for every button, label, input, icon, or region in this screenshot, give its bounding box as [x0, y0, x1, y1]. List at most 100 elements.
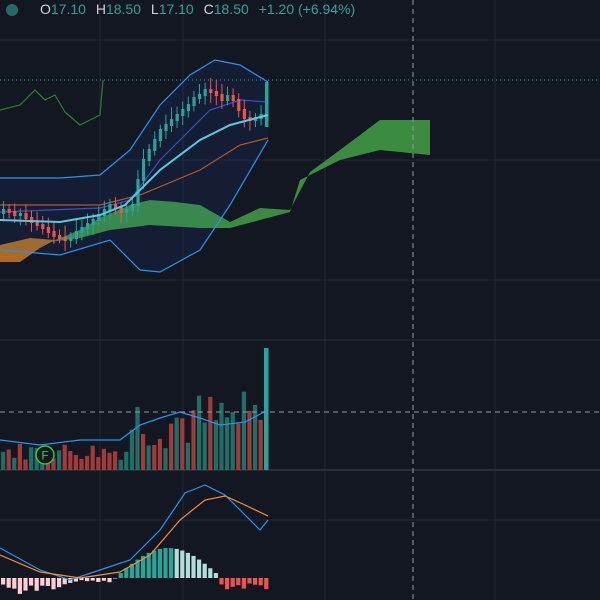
volume-bar	[208, 396, 213, 470]
macd-bar	[258, 578, 263, 586]
candle-body	[186, 104, 190, 111]
macd-bar	[96, 578, 101, 582]
bollinger-upper	[0, 59, 269, 179]
macd-bar	[23, 578, 28, 591]
volume-bar	[202, 422, 207, 470]
value: 17.10	[158, 1, 194, 17]
volume-bar	[146, 445, 151, 470]
macd-bar	[79, 578, 84, 581]
macd-bar	[17, 578, 22, 594]
volume-bar	[219, 402, 224, 470]
label: C	[203, 1, 214, 17]
macd-bar	[174, 548, 179, 578]
fast-ma	[0, 114, 269, 224]
candle-body	[265, 82, 269, 127]
volume-bar	[62, 444, 67, 470]
candle-body	[80, 227, 84, 233]
macd-bar	[141, 555, 146, 578]
candle-body	[18, 213, 22, 216]
macd-bar	[241, 578, 246, 589]
candle-body	[181, 109, 185, 116]
macd-bar	[107, 578, 112, 583]
macd-bar	[247, 578, 252, 584]
candle-body	[192, 97, 196, 106]
macd-bar	[180, 550, 185, 578]
value: 18.50	[213, 1, 249, 17]
volume-bar	[169, 423, 174, 470]
volume-bar	[79, 458, 84, 470]
candle-body	[170, 119, 174, 126]
macd-bar	[45, 578, 50, 587]
volume-bar	[191, 410, 196, 470]
macd-bar	[6, 578, 11, 588]
volume-bar	[17, 443, 22, 470]
macd-bar	[62, 578, 67, 585]
macd-bar	[230, 578, 235, 587]
macd-bar	[101, 578, 106, 581]
macd-line	[0, 484, 269, 581]
candle-body	[108, 204, 112, 211]
volume-bar	[113, 451, 118, 470]
candle-body	[226, 95, 230, 101]
volume-bar	[157, 438, 162, 470]
macd-bar	[129, 563, 134, 578]
macd-bar	[253, 578, 258, 585]
candle-body	[147, 149, 151, 161]
volume-bar	[85, 455, 90, 470]
candle-body	[209, 89, 213, 93]
value: 17.10	[50, 1, 86, 17]
candle-body	[142, 159, 146, 181]
macd-bar	[34, 578, 39, 591]
candle-body	[69, 237, 73, 241]
macd-bar	[169, 548, 174, 578]
volume-bar	[51, 458, 56, 470]
macd-bar	[157, 548, 162, 578]
macd-histogram	[1, 548, 269, 594]
slow-ma	[0, 137, 269, 206]
volume-bar	[135, 406, 140, 470]
candle-body	[86, 223, 90, 229]
candle-body	[13, 211, 17, 216]
candle-body	[52, 231, 56, 237]
candle-body	[119, 207, 123, 213]
volume-bar	[152, 445, 157, 470]
volume-bar	[96, 457, 101, 470]
volume-bar	[124, 451, 129, 470]
candle-body	[2, 209, 6, 214]
bollinger-middle	[0, 99, 269, 213]
volume-bar	[141, 433, 146, 470]
candle-body	[35, 221, 39, 226]
volume-bar	[230, 411, 235, 470]
volume-bar	[258, 419, 263, 470]
bollinger-lower	[0, 139, 269, 273]
volume-bar	[197, 395, 202, 470]
volume-bar	[236, 423, 241, 470]
candle-body	[46, 227, 50, 233]
macd-bar	[90, 578, 95, 581]
candle-body	[158, 129, 162, 141]
macd-bar	[185, 552, 190, 578]
volume-bar	[68, 451, 73, 470]
volume-ma	[0, 409, 269, 446]
volume-bar	[129, 429, 134, 470]
candle-body	[203, 89, 207, 96]
marker-circle	[35, 445, 55, 465]
macd-bar	[146, 552, 151, 578]
candle-body	[63, 237, 67, 241]
candle-body	[41, 224, 45, 229]
macd-bar	[135, 559, 140, 578]
candle-body	[58, 235, 62, 239]
candle-body	[237, 99, 241, 111]
volume-bar	[29, 447, 34, 470]
lagging-line	[0, 79, 104, 126]
volume-bar	[264, 348, 269, 470]
bollinger-fill	[0, 60, 268, 272]
volume-bar	[57, 450, 62, 470]
ohlc-header: O17.10 H18.50 L17.10 C18.50 +1.20 (+6.94…	[40, 1, 361, 17]
candle-body	[7, 209, 11, 213]
candle-body	[164, 124, 168, 131]
status-icon	[6, 4, 18, 16]
candle-body	[91, 219, 95, 225]
macd-bar	[73, 578, 78, 582]
